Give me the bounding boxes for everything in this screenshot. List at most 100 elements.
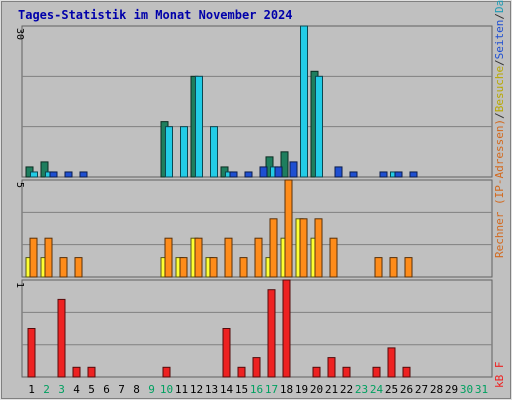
bar-visits-rechner-ip-adressen--day-4	[74, 257, 83, 278]
x-tick-label: 17	[265, 383, 278, 396]
x-tick-label: 9	[148, 383, 155, 396]
x-tick-label: 13	[205, 383, 218, 396]
bar-visits-rechner-ip-adressen--day-13	[209, 257, 218, 278]
bar-kbytes-kb-f-day-17	[267, 289, 276, 378]
bar-kbytes-kb-f-day-22	[342, 366, 351, 378]
bar-visits-rechner-ip-adressen--day-1	[29, 237, 38, 278]
bar-requests-seiten-day-4	[79, 171, 88, 178]
bar-requests-seiten-day-16	[259, 166, 268, 178]
bar-kbytes-kb-f-day-26	[402, 366, 411, 378]
bar-kbytes-kb-f-day-20	[312, 366, 321, 378]
y-max-label: 30	[14, 28, 25, 40]
bar-requests-dateien-day-1	[30, 171, 38, 178]
x-tick-label: 1	[28, 383, 35, 396]
bar-requests-seiten-day-26	[409, 171, 418, 178]
x-tick-label: 24	[370, 383, 384, 396]
bar-requests-dateien-day-13	[210, 126, 218, 178]
bar-kbytes-kb-f-day-24	[372, 366, 381, 378]
x-tick-label: 3	[58, 383, 65, 396]
bar-requests-seiten-day-17	[274, 166, 283, 178]
bar-requests-dateien-day-20	[315, 75, 323, 178]
x-tick-label: 25	[385, 383, 398, 396]
x-axis-tick-labels: 1 2 3 4 5 6 7 8 9 10 11 12 13 14 15 16 17 18 19 20 21 22 23 24 2…	[28, 383, 488, 396]
bar-requests-seiten-day-22	[349, 171, 358, 178]
bar-kbytes-kb-f-day-18	[282, 279, 291, 378]
x-tick-label: 11	[175, 383, 188, 396]
bar-visits-rechner-ip-adressen--day-10	[164, 237, 173, 278]
bar-kbytes-kb-f-day-1	[27, 328, 36, 378]
bar-requests-anfragen-day-18	[280, 151, 289, 178]
bar-kbytes-kb-f-day-21	[327, 357, 336, 378]
bar-visits-rechner-ip-adressen--day-21	[329, 237, 338, 278]
bar-visits-rechner-ip-adressen--day-20	[314, 218, 323, 278]
x-tick-label: 22	[340, 383, 353, 396]
bar-visits-rechner-ip-adressen--day-18	[284, 179, 293, 278]
panel-visits: 5	[14, 179, 493, 278]
bar-requests-anfragen-day-2	[40, 161, 49, 178]
x-tick-label: 20	[310, 383, 323, 396]
y-max-label: 1	[14, 282, 25, 288]
panel-kbytes: 1	[14, 279, 493, 378]
bar-kbytes-kb-f-day-25	[387, 347, 396, 378]
bar-kbytes-kb-f-day-16	[252, 357, 261, 378]
bar-visits-rechner-ip-adressen--day-16	[254, 237, 263, 278]
x-tick-label: 10	[160, 383, 173, 396]
bar-visits-rechner-ip-adressen--day-19	[299, 218, 308, 278]
bar-requests-seiten-day-25	[394, 171, 403, 178]
x-tick-label: 18	[280, 383, 293, 396]
x-tick-label: 19	[295, 383, 308, 396]
bar-visits-rechner-ip-adressen--day-11	[179, 257, 188, 278]
bar-visits-rechner-ip-adressen--day-12	[194, 237, 203, 278]
x-tick-label: 30	[460, 383, 473, 396]
bar-visits-rechner-ip-adressen--day-26	[404, 257, 413, 278]
x-tick-label: 2	[43, 383, 50, 396]
legend-top-vertical: Rechner (IP-Adressen)/Besuche/Seiten/Dat…	[493, 0, 506, 258]
bar-requests-dateien-day-11	[180, 126, 188, 178]
bar-requests-seiten-day-15	[244, 171, 253, 178]
x-tick-label: 15	[235, 383, 248, 396]
legend-entry: Besuche	[493, 66, 506, 112]
legend-entry: /	[493, 13, 506, 20]
bar-requests-seiten-day-14	[229, 171, 238, 178]
series-seiten	[49, 161, 418, 178]
x-tick-label: 5	[88, 383, 95, 396]
bar-kbytes-kb-f-day-4	[72, 366, 81, 378]
series-dateien	[30, 25, 398, 178]
x-tick-label: 23	[355, 383, 368, 396]
bar-visits-rechner-ip-adressen--day-24	[374, 257, 383, 278]
bar-kbytes-kb-f-day-10	[162, 366, 171, 378]
x-tick-label: 4	[73, 383, 80, 396]
bar-requests-seiten-day-3	[64, 171, 73, 178]
x-tick-label: 21	[325, 383, 338, 396]
x-tick-label: 8	[133, 383, 140, 396]
bar-requests-dateien-day-10	[165, 126, 173, 178]
legend-bottom-vertical: kB F	[493, 362, 506, 389]
x-tick-label: 16	[250, 383, 263, 396]
x-tick-label: 27	[415, 383, 428, 396]
x-tick-label: 14	[220, 383, 234, 396]
bar-requests-seiten-day-18	[289, 161, 298, 178]
series-rechner-ip-adressen-	[29, 179, 413, 278]
bar-kbytes-kb-f-day-5	[87, 366, 96, 378]
bar-kbytes-kb-f-day-14	[222, 328, 231, 378]
x-tick-label: 29	[445, 383, 458, 396]
legend-entry: Seiten	[493, 20, 506, 60]
bar-visits-rechner-ip-adressen--day-3	[59, 257, 68, 278]
chart-panels: 30 5 1	[14, 25, 493, 378]
bar-requests-dateien-day-19	[300, 25, 308, 178]
bar-visits-rechner-ip-adressen--day-15	[239, 257, 248, 278]
legend-entry: Rechner (IP-Adressen)	[493, 119, 506, 258]
bar-requests-dateien-day-12	[195, 75, 203, 178]
panel-background	[21, 25, 493, 178]
bar-requests-seiten-day-21	[334, 166, 343, 178]
x-tick-label: 31	[475, 383, 488, 396]
x-tick-label: 12	[190, 383, 203, 396]
series-kb-f	[27, 279, 411, 378]
bar-kbytes-kb-f-day-3	[57, 298, 66, 378]
y-max-label: 5	[14, 182, 25, 188]
bar-visits-rechner-ip-adressen--day-14	[224, 237, 233, 278]
x-tick-label: 26	[400, 383, 413, 396]
bar-requests-seiten-day-24	[379, 171, 388, 178]
bar-requests-seiten-day-2	[49, 171, 58, 178]
